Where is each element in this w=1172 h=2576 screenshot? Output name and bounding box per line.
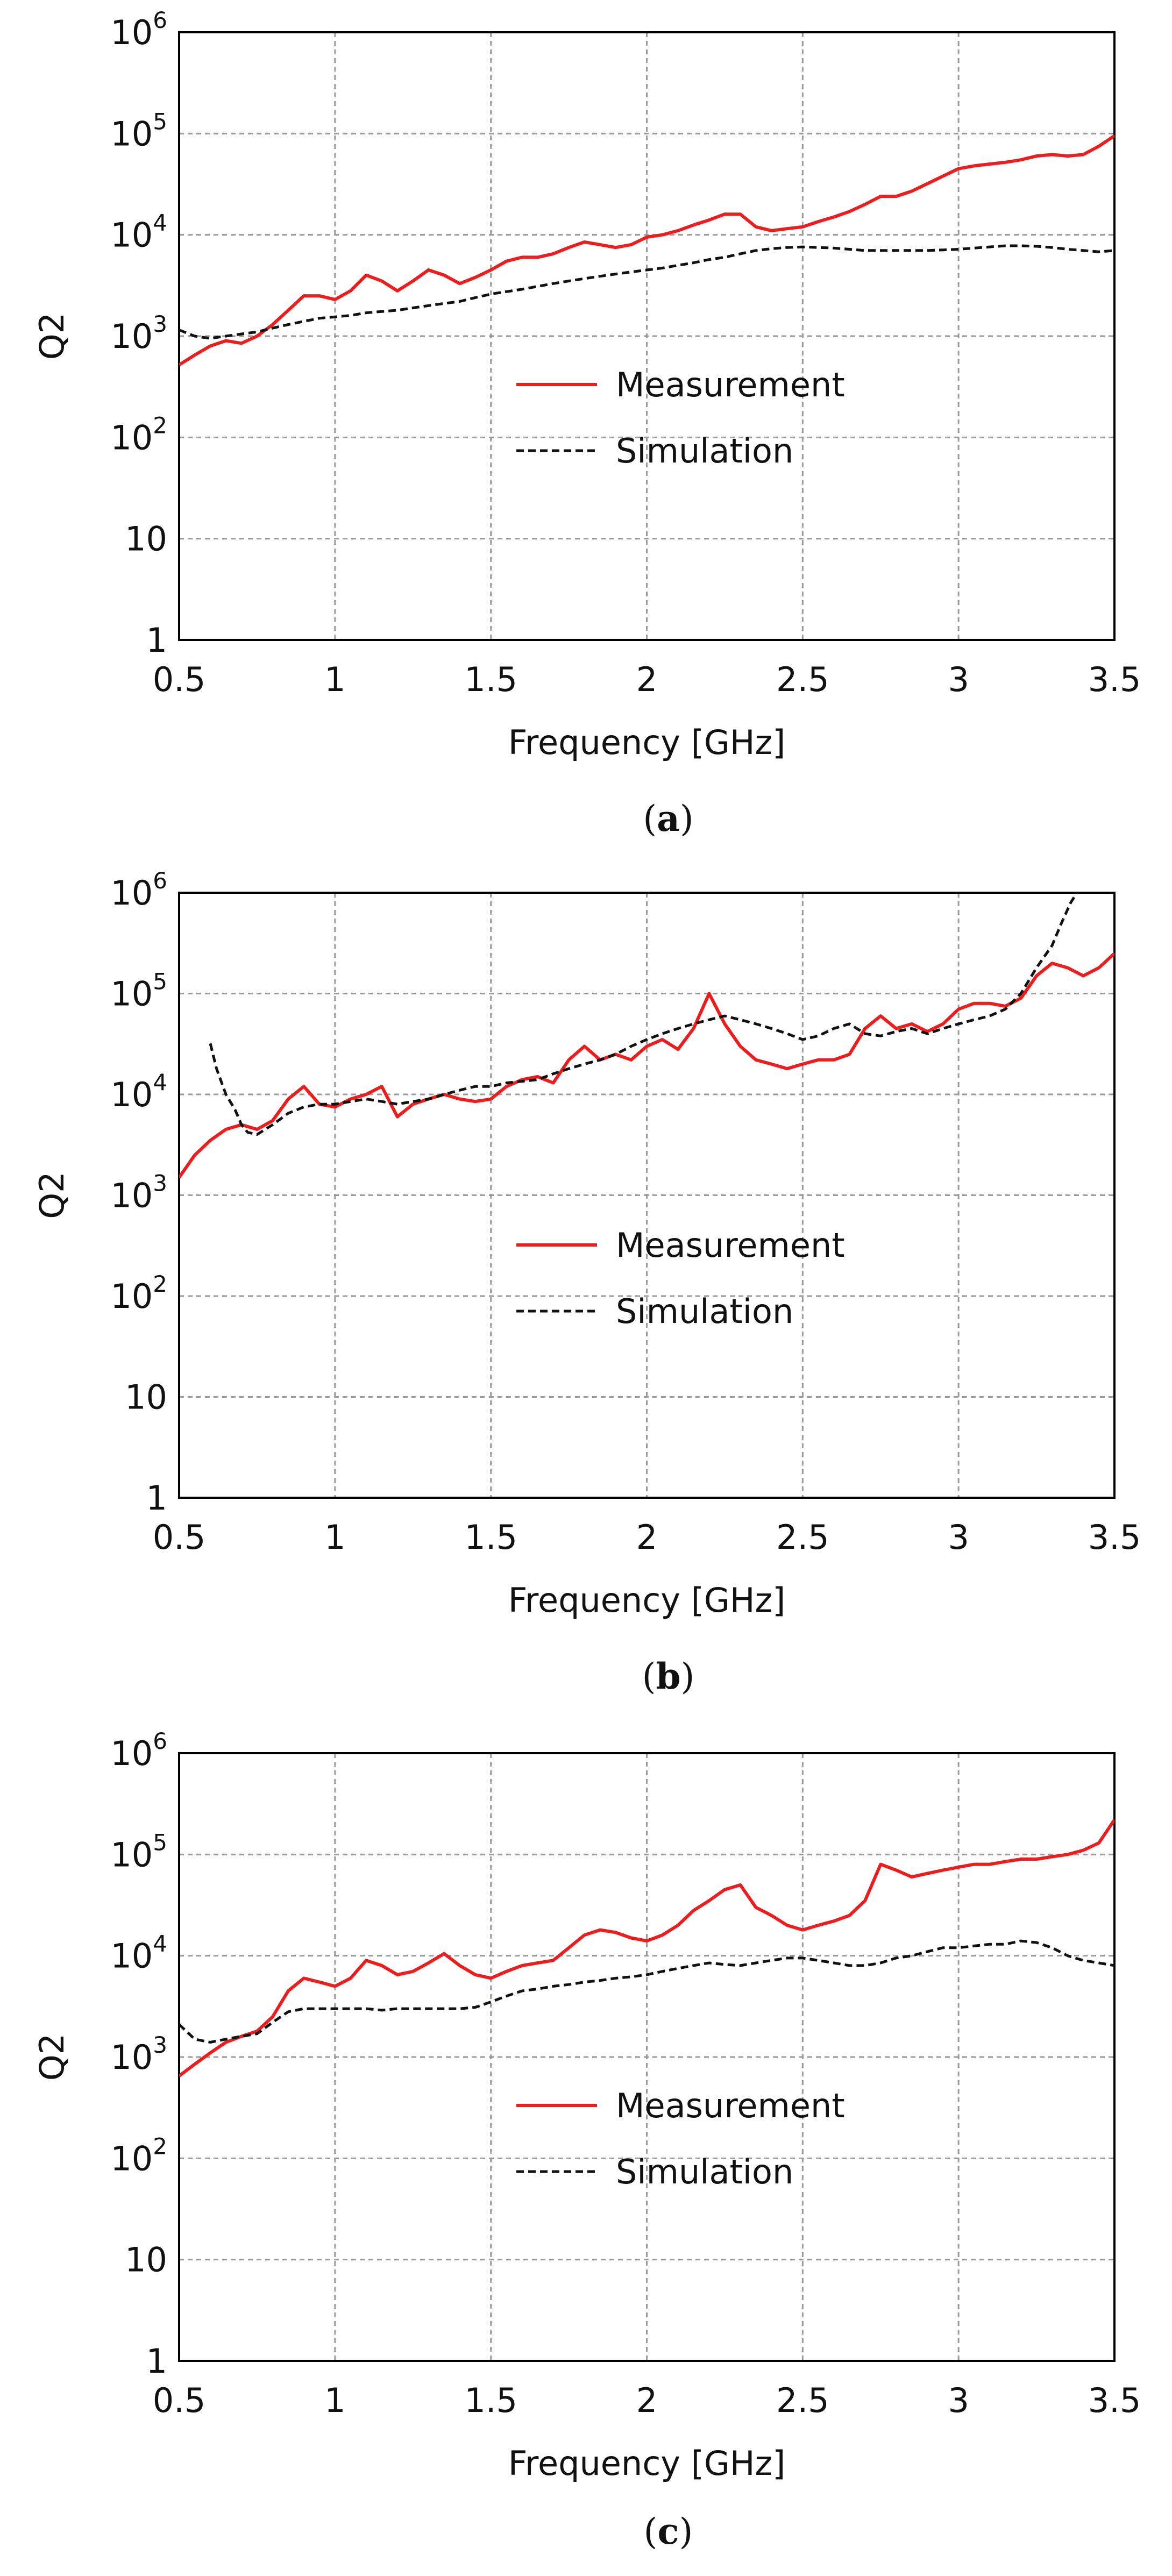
y-tick-label: 106 xyxy=(110,7,167,52)
panel-caption: (c) xyxy=(644,2510,693,2552)
plot-area-frame xyxy=(178,1752,1116,2362)
y-tick-label: 105 xyxy=(110,108,167,153)
x-tick-label: 0.5 xyxy=(153,660,206,699)
y-tick-label: 106 xyxy=(110,1728,167,1773)
x-tick-label: 3.5 xyxy=(1088,660,1141,699)
series-line-measurement xyxy=(179,134,1114,367)
x-tick-label: 1.5 xyxy=(464,1518,517,1557)
x-tick-label: 1 xyxy=(324,1518,345,1557)
x-tick-label: 3.5 xyxy=(1088,1518,1141,1557)
series-line-measurement xyxy=(179,952,1114,1179)
x-axis-title: Frequency [GHz] xyxy=(508,723,786,762)
series-line-simulation xyxy=(179,1939,1114,2044)
x-tick-label: 1.5 xyxy=(464,2381,517,2420)
x-tick-label: 3 xyxy=(948,660,969,699)
y-tick-label: 102 xyxy=(110,412,167,457)
plot-area-frame xyxy=(178,892,1116,1499)
x-tick-label: 1 xyxy=(324,2381,345,2420)
x-tick-label: 2.5 xyxy=(776,1518,829,1557)
x-tick-label: 1 xyxy=(324,660,345,699)
legend-label-simulation: Simulation xyxy=(616,2152,793,2191)
x-tick-label: 3 xyxy=(948,2381,969,2420)
x-tick-label: 1.5 xyxy=(464,660,517,699)
y-tick-label: 104 xyxy=(110,1931,167,1976)
x-axis-title: Frequency [GHz] xyxy=(508,2444,786,2483)
x-tick-label: 2 xyxy=(636,2381,657,2420)
y-tick-label: 104 xyxy=(110,1069,167,1114)
x-tick-label: 2 xyxy=(636,1518,657,1557)
y-tick-label: 1 xyxy=(146,1478,167,1518)
plot-area-frame xyxy=(178,31,1116,641)
x-tick-label: 3.5 xyxy=(1088,2381,1141,2420)
chart-panel-a: 0.5 1 1.5 2 2.5 3 3.5110102103104105106Frequen… xyxy=(32,7,1141,839)
x-tick-label: 0.5 xyxy=(153,2381,206,2420)
y-tick-label: 103 xyxy=(110,311,167,356)
legend-label-simulation: Simulation xyxy=(616,431,793,471)
x-tick-label: 3 xyxy=(948,1518,969,1557)
x-tick-label: 2 xyxy=(636,660,657,699)
chart-panel-c: 0.5 1 1.5 2 2.5 3 3.5110102103104105106Frequen… xyxy=(32,1728,1141,2552)
series-line-simulation xyxy=(179,244,1114,340)
y-tick-label: 103 xyxy=(110,1170,167,1215)
legend-label-measurement: Measurement xyxy=(616,1226,845,1265)
series-line-measurement xyxy=(179,1819,1114,2077)
y-tick-label: 10 xyxy=(125,2240,167,2280)
y-tick-label: 102 xyxy=(110,1271,167,1316)
x-tick-label: 0.5 xyxy=(153,1518,206,1557)
legend-label-simulation: Simulation xyxy=(616,1292,793,1331)
y-tick-label: 105 xyxy=(110,1829,167,1874)
y-tick-label: 102 xyxy=(110,2133,167,2178)
y-axis-title: Q2 xyxy=(32,312,72,360)
panel-caption: (a) xyxy=(643,798,693,839)
y-tick-label: 10 xyxy=(125,520,167,559)
y-tick-label: 1 xyxy=(146,621,167,660)
y-tick-label: 103 xyxy=(110,2032,167,2077)
y-axis-title: Q2 xyxy=(32,2033,72,2081)
panel-caption: (b) xyxy=(642,1655,695,1697)
x-tick-label: 2.5 xyxy=(776,660,829,699)
y-tick-label: 104 xyxy=(110,210,167,255)
legend-label-measurement: Measurement xyxy=(616,2086,845,2125)
chart-panel-b: 0.5 1 1.5 2 2.5 3 3.5110102103104105106Frequen… xyxy=(32,867,1141,1697)
y-tick-label: 10 xyxy=(125,1378,167,1417)
y-tick-label: 105 xyxy=(110,969,167,1014)
legend-label-measurement: Measurement xyxy=(616,365,845,404)
series-line-simulation xyxy=(209,893,1078,1136)
y-tick-label: 1 xyxy=(146,2342,167,2381)
y-axis-title: Q2 xyxy=(32,1171,72,1219)
x-tick-label: 2.5 xyxy=(776,2381,829,2420)
x-axis-title: Frequency [GHz] xyxy=(508,1581,786,1620)
y-tick-label: 106 xyxy=(110,867,167,913)
